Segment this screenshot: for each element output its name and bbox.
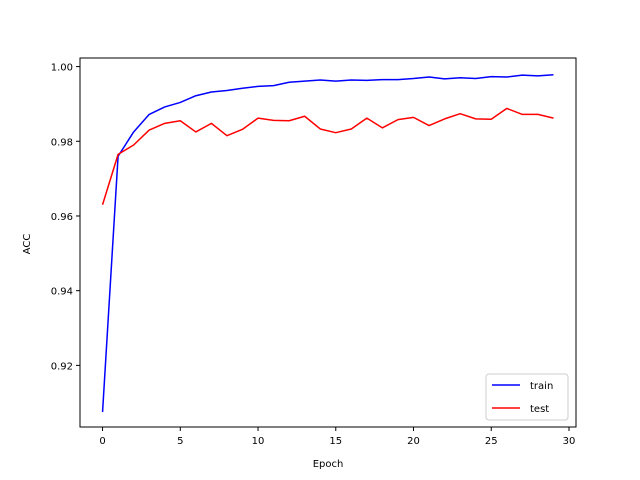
legend-label-test: test xyxy=(530,404,549,415)
y-tick-label: 0.94 xyxy=(51,287,73,298)
y-axis-label: ACC xyxy=(22,234,33,255)
x-tick-label: 5 xyxy=(177,436,183,447)
y-tick-label: 0.96 xyxy=(51,212,73,223)
x-tick-label: 15 xyxy=(329,436,342,447)
y-tick-label: 1.00 xyxy=(51,63,73,74)
legend: train test xyxy=(485,373,569,421)
x-axis-ticks: 0 5 10 15 20 25 30 xyxy=(99,427,575,447)
legend-label-train: train xyxy=(530,381,553,392)
y-tick-label: 0.92 xyxy=(51,361,73,372)
x-tick-label: 0 xyxy=(99,436,105,447)
series-layer xyxy=(101,74,554,413)
x-tick-label: 25 xyxy=(485,436,498,447)
x-tick-label: 20 xyxy=(407,436,420,447)
y-axis-ticks: 0.92 0.94 0.96 0.98 1.00 xyxy=(51,63,80,372)
y-tick-label: 0.98 xyxy=(51,137,73,148)
series-line-train xyxy=(101,74,554,413)
x-tick-label: 10 xyxy=(252,436,265,447)
x-tick-label: 30 xyxy=(563,436,576,447)
plot-frame xyxy=(79,57,577,428)
x-axis-label: Epoch xyxy=(313,459,344,470)
legend-box xyxy=(485,373,569,421)
series-line-test xyxy=(101,107,554,206)
